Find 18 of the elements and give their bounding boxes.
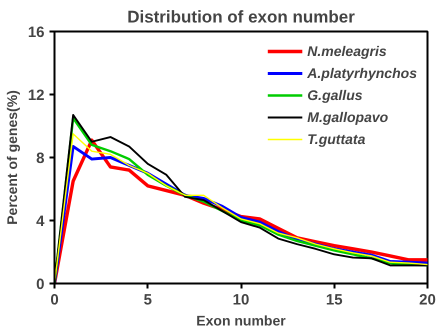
legend-label: M.gallopavo	[307, 109, 388, 125]
legend-label: G.gallus	[307, 87, 363, 103]
y-tick-label: 12	[28, 87, 45, 104]
x-tick-label: 0	[50, 292, 59, 308]
x-tick-label: 5	[144, 292, 152, 308]
y-tick-label: 0	[36, 276, 44, 293]
y-axis-title: Percent of genes(%)	[4, 90, 20, 225]
legend-label: N.meleagris	[307, 43, 387, 59]
x-axis-title: Exon number	[196, 312, 286, 328]
y-tick-label: 4	[36, 213, 46, 230]
y-tick-label: 8	[36, 150, 44, 167]
x-tick-label: 15	[326, 292, 343, 308]
x-tick-label: 10	[232, 292, 250, 308]
legend-label: A.platyrhynchos	[307, 65, 417, 81]
chart-title: Distribution of exon number	[127, 8, 356, 26]
legend-label: T.guttata	[307, 131, 366, 147]
x-tick-label: 20	[419, 292, 436, 308]
y-tick-label: 16	[28, 24, 45, 41]
